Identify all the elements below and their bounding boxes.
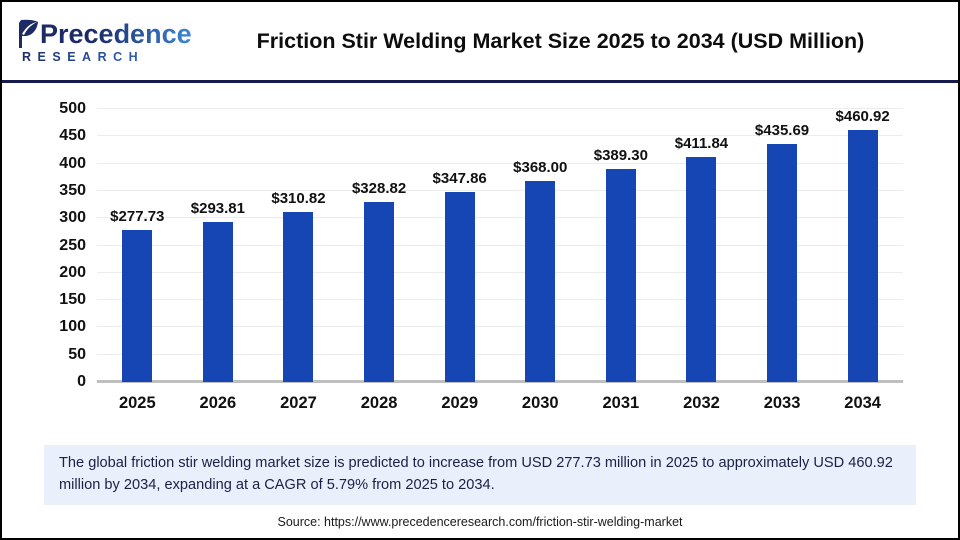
x-tick-label-2029: 2029 [441,394,479,412]
bar-2027 [283,212,314,382]
y-tick-label-50: 50 [68,345,86,363]
bar-value-label-2026: $293.81 [190,200,245,217]
y-tick-label-100: 100 [59,318,86,336]
gridline-100 [97,326,903,328]
bar-column-2034: $460.92 [822,108,903,382]
y-tick-label-500: 500 [59,100,86,117]
x-tick-label-2027: 2027 [280,394,317,412]
summary-note-text: The global friction stir welding market … [59,455,893,493]
bar-value-label-2033: $435.69 [754,122,810,139]
y-tick-label-200: 200 [59,263,86,281]
bar-value-label-2025: $277.73 [110,208,165,225]
bar-value-label-2031: $389.30 [593,147,648,164]
bars-row: $277.73 $293.81 $310.82 $328.82 $347.86 $368.… [97,108,903,382]
bar-2034 [847,130,878,382]
bar-2026 [202,222,233,382]
bar-2029 [444,192,475,382]
bar-2031 [605,169,636,382]
x-tick-label-2030: 2030 [521,394,559,412]
x-tick-label-2031: 2031 [602,394,640,412]
plot-area: $277.73 $293.81 $310.82 $328.82 $347.86 $368.… [97,108,903,383]
gridline-50 [97,353,903,355]
bar-column-2030: $368.00 [500,159,581,382]
x-tick-label-2034: 2034 [844,394,881,412]
bar-2030 [525,181,556,382]
bar-column-2028: $328.82 [339,180,420,382]
bar-value-label-2029: $347.86 [432,170,487,187]
x-tick-label-2025: 2025 [118,394,156,412]
bar-column-2031: $389.30 [581,147,662,382]
leaf-icon [19,19,38,48]
bar-2028 [364,202,395,382]
gridline-300 [97,217,903,219]
bar-column-2032: $411.84 [661,135,742,382]
gridline-150 [97,299,903,301]
brand-subtitle: RESEARCH [18,50,197,64]
y-axis: 0 50 100 150 200 250 300 350 400 450 500 [2,100,86,390]
x-tick-label-2033: 2033 [763,394,801,412]
y-tick-label-400: 400 [59,154,86,172]
bar-value-label-2032: $411.84 [674,135,729,152]
bar-2033 [767,144,798,382]
bar-column-2029: $347.86 [419,170,500,382]
y-tick-label-350: 350 [59,181,86,199]
bar-value-label-2030: $368.00 [513,159,568,176]
summary-note-box: The global friction stir welding market … [44,445,916,505]
bar-2025 [122,230,153,382]
bar-2032 [686,157,717,382]
gridline-200 [97,271,903,273]
bar-value-label-2028: $328.82 [351,180,407,197]
source-line: Source: https://www.precedenceresearch.c… [277,514,683,529]
x-axis-baseline [97,380,903,383]
y-tick-label-450: 450 [59,127,86,145]
bar-value-label-2034: $460.92 [835,108,890,125]
bar-chart: 0 50 100 150 200 250 300 350 400 450 500 $277.73 $2… [2,83,958,439]
bar-column-2026: $293.81 [178,200,259,382]
brand-logo: Precedence RESEARCH [2,19,197,64]
gridline-450 [97,135,903,137]
chart-title: Friction Stir Welding Market Size 2025 t… [256,28,865,53]
header: Precedence RESEARCH Friction Stir Weldin… [2,2,958,83]
gridline-250 [97,244,903,246]
y-tick-label-250: 250 [59,236,86,254]
bar-column-2025: $277.73 [97,208,178,382]
x-tick-label-2026: 2026 [199,394,237,412]
x-tick-label-2032: 2032 [683,394,720,412]
bar-column-2033: $435.69 [742,122,823,382]
gridline-350 [97,189,903,191]
y-tick-label-0: 0 [77,373,86,390]
x-axis: 2025 2026 2027 2028 2029 2030 2031 2032 2033 2034 [97,394,903,413]
gridline-500 [97,108,903,109]
bar-value-label-2027: $310.82 [271,190,326,207]
y-tick-label-150: 150 [59,291,86,309]
bar-column-2027: $310.82 [258,190,339,382]
y-tick-label-300: 300 [59,209,86,227]
x-tick-label-2028: 2028 [360,394,398,412]
brand-name: Precedence [40,18,192,49]
gridline-400 [97,162,903,164]
